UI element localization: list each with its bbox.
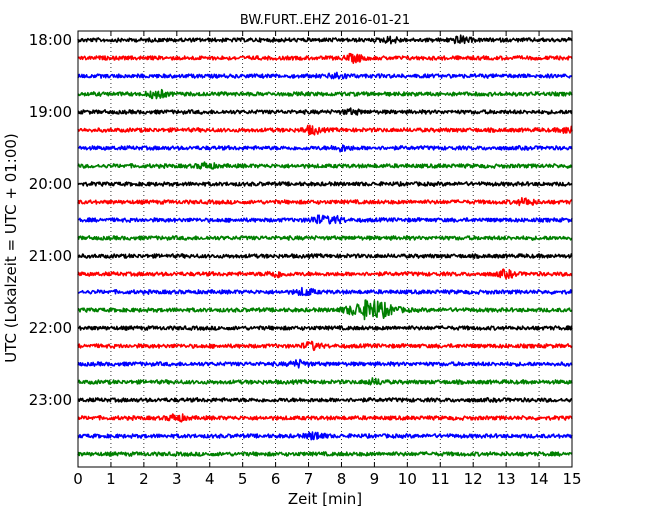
x-tick-label: 8 — [337, 470, 347, 488]
trace-line — [77, 52, 573, 64]
x-tick-label: 4 — [205, 470, 215, 488]
y-tick-label: 23:00 — [29, 391, 72, 409]
x-tick-label: 14 — [530, 470, 549, 488]
y-tick-label: 21:00 — [29, 247, 72, 265]
trace-line — [77, 88, 573, 100]
y-tick-label: 18:00 — [29, 31, 72, 49]
trace-line — [77, 107, 573, 116]
trace-line — [77, 144, 573, 153]
x-tick-label: 13 — [497, 470, 516, 488]
chart-title: BW.FURT..EHZ 2016-01-21 — [240, 13, 410, 28]
trace-line — [77, 71, 573, 80]
x-tick-label: 11 — [431, 470, 450, 488]
trace-line — [77, 451, 573, 457]
trace-line — [77, 181, 573, 187]
y-axis-ticks: 18:00 19:00 20:00 21:00 22:00 23:00 — [29, 31, 572, 409]
vertical-grid — [110, 31, 540, 467]
y-tick-label: 19:00 — [29, 103, 72, 121]
trace-group — [77, 34, 573, 457]
x-tick-label: 2 — [139, 470, 149, 488]
trace-line — [77, 431, 573, 441]
trace-line — [77, 340, 573, 352]
y-axis-label: UTC (Lokalzeit = UTC + 01:00) — [2, 133, 20, 363]
y-tick-label: 20:00 — [29, 175, 72, 193]
x-tick-label: 10 — [398, 470, 417, 488]
x-tick-label: 6 — [271, 470, 281, 488]
trace-line — [77, 286, 573, 297]
trace-line — [77, 377, 573, 386]
x-tick-label: 1 — [106, 470, 116, 488]
trace-line — [77, 358, 573, 369]
trace-line — [77, 413, 573, 423]
trace-line — [77, 253, 573, 259]
y-tick-label: 22:00 — [29, 319, 72, 337]
x-tick-label: 7 — [304, 470, 314, 488]
trace-line — [77, 197, 573, 207]
x-axis-label: Zeit [min] — [288, 490, 362, 508]
x-tick-label: 15 — [562, 470, 581, 488]
trace-line — [77, 235, 573, 241]
x-axis-ticks: 0 1 2 3 4 5 6 7 8 9 10 11 12 13 14 15 — [73, 31, 582, 488]
x-tick-label: 0 — [73, 470, 83, 488]
trace-line — [77, 325, 573, 331]
x-tick-label: 5 — [238, 470, 248, 488]
x-tick-label: 12 — [464, 470, 483, 488]
trace-line — [77, 34, 573, 45]
trace-line — [77, 161, 573, 170]
trace-line — [77, 124, 573, 136]
trace-line — [77, 214, 573, 225]
trace-line — [77, 397, 573, 403]
trace-line — [77, 299, 573, 321]
trace-line — [77, 268, 573, 280]
plot-frame — [77, 30, 573, 468]
x-tick-label: 3 — [172, 470, 182, 488]
x-tick-label: 9 — [370, 470, 380, 488]
